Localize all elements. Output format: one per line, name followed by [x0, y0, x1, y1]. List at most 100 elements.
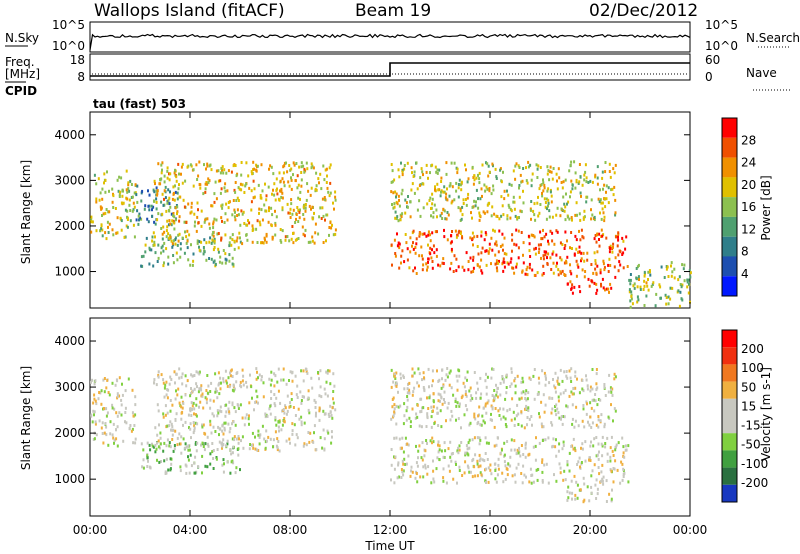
echo-cell: [224, 421, 227, 425]
echo-cell: [574, 449, 577, 453]
echo-cell: [256, 395, 259, 399]
echo-cell: [464, 453, 467, 457]
echo-cell: [195, 449, 198, 453]
echo-cell: [430, 405, 433, 409]
echo-cell: [156, 403, 159, 407]
echo-cell: [185, 221, 188, 224]
echo-cell: [613, 171, 616, 175]
echo-cell: [520, 396, 523, 400]
echo-cell: [333, 384, 336, 388]
echo-cell: [240, 385, 243, 389]
echo-cell: [206, 391, 209, 395]
echo-cell: [307, 240, 310, 244]
echo-cell: [241, 212, 244, 216]
echo-cell: [435, 170, 438, 174]
colorbar-frame: [721, 117, 738, 297]
nsearch-tick-bottom: 10^0: [705, 39, 738, 53]
echo-cell: [451, 230, 453, 233]
echo-cell: [464, 404, 467, 408]
echo-cell: [262, 381, 265, 385]
echo-cell: [594, 393, 597, 396]
echo-cell: [116, 231, 119, 235]
echo-cell: [585, 200, 588, 204]
echo-cell: [592, 271, 595, 275]
echo-cell: [237, 441, 240, 445]
echo-cell: [219, 376, 222, 380]
echo-cell: [208, 240, 211, 244]
echo-cell: [198, 405, 200, 409]
echo-cell: [596, 182, 599, 186]
echo-cell: [542, 254, 545, 258]
echo-cell: [307, 389, 310, 393]
echo-cell: [513, 242, 516, 246]
echo-cell: [609, 446, 612, 450]
echo-cell: [212, 399, 215, 403]
echo-cell: [585, 374, 587, 378]
echo-cell: [187, 413, 190, 417]
echo-cell: [487, 441, 490, 445]
echo-cell: [173, 198, 176, 202]
echo-cell: [496, 261, 499, 265]
echo-cell: [454, 229, 457, 233]
echo-cell: [245, 182, 248, 186]
echo-cell: [415, 161, 418, 165]
echo-cell: [234, 423, 237, 427]
echo-cell: [108, 393, 111, 397]
echo-cell: [621, 236, 624, 240]
echo-cell: [478, 459, 481, 463]
echo-cell: [239, 403, 242, 407]
echo-cell: [259, 196, 262, 200]
echo-cell: [205, 401, 208, 405]
echo-cell: [613, 185, 616, 189]
echo-cell: [237, 453, 240, 457]
echo-cell: [415, 472, 418, 475]
echo-cell: [295, 433, 298, 437]
echo-cell: [466, 452, 469, 456]
echo-cell: [451, 414, 454, 418]
echo-cell: [590, 485, 593, 489]
echo-cell: [571, 491, 574, 495]
echo-cell: [169, 172, 172, 176]
echo-cell: [189, 453, 192, 457]
echo-cell: [528, 452, 531, 456]
echo-cell: [441, 368, 444, 372]
echo-cell: [220, 381, 222, 385]
echo-cell: [209, 419, 212, 423]
echo-cell: [642, 288, 645, 291]
echo-cell: [314, 400, 317, 404]
echo-cell: [120, 228, 123, 232]
echo-cell: [513, 439, 516, 443]
echo-cell: [285, 382, 288, 386]
echo-cell: [581, 268, 584, 272]
echo-cell: [490, 214, 493, 218]
echo-cell: [514, 480, 517, 484]
echo-cell: [541, 191, 543, 195]
echo-cell: [317, 371, 319, 374]
echo-cell: [585, 400, 588, 404]
echo-cell: [449, 369, 452, 373]
echo-cell: [283, 420, 286, 423]
echo-cell: [536, 393, 539, 396]
echo-cell: [391, 263, 393, 267]
echo-cell: [537, 214, 540, 218]
echo-cell: [595, 478, 598, 482]
echo-cell: [670, 261, 673, 265]
echo-cell: [477, 414, 480, 418]
echo-cell: [300, 420, 303, 424]
echo-cell: [219, 405, 222, 409]
echo-cell: [590, 208, 592, 212]
echo-cell: [241, 242, 244, 246]
echo-cell: [583, 482, 586, 486]
echo-cell: [533, 397, 536, 401]
echo-cell: [519, 173, 522, 177]
echo-cell: [416, 208, 419, 212]
echo-cell: [219, 191, 222, 195]
echo-cell: [440, 395, 443, 399]
echo-cell: [259, 194, 262, 197]
echo-cell: [515, 262, 518, 266]
echo-cell: [322, 428, 325, 432]
echo-cell: [169, 445, 172, 449]
echo-cell: [229, 374, 232, 378]
echo-cell: [330, 414, 333, 417]
echo-cell: [189, 391, 192, 395]
